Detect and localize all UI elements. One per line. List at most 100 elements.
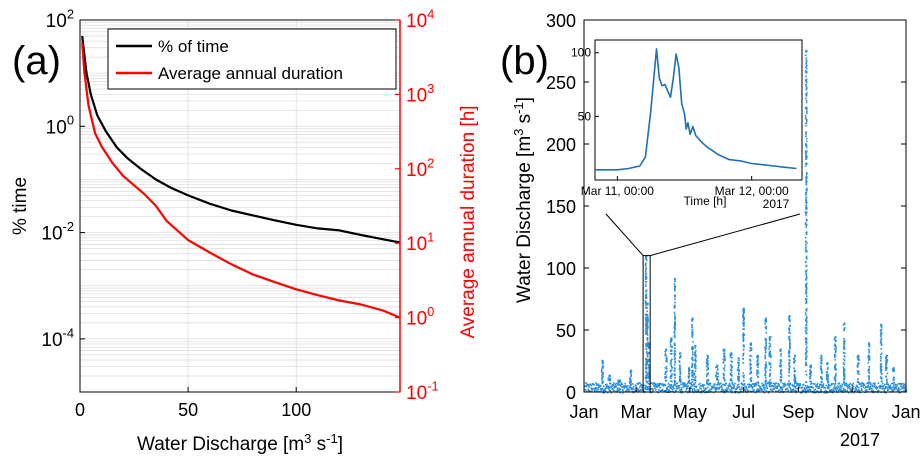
discharge-point <box>691 348 694 351</box>
discharge-point <box>893 376 895 379</box>
discharge-point <box>675 385 677 387</box>
discharge-point <box>804 261 807 263</box>
discharge-point <box>854 386 857 389</box>
discharge-point <box>674 363 676 366</box>
discharge-point <box>858 358 860 361</box>
zoom-region-box <box>642 255 651 393</box>
discharge-point <box>748 386 750 388</box>
discharge-point <box>698 383 700 386</box>
discharge-point <box>762 383 765 386</box>
discharge-point <box>891 388 893 391</box>
discharge-point <box>691 326 693 329</box>
discharge-point <box>903 387 905 390</box>
y-tick-label-left: 10-4 <box>41 325 74 351</box>
discharge-point <box>904 385 907 387</box>
discharge-point <box>806 201 808 203</box>
discharge-point <box>805 327 808 329</box>
discharge-point <box>819 357 822 360</box>
discharge-point <box>886 380 888 382</box>
discharge-point <box>645 273 648 275</box>
discharge-point <box>715 366 717 369</box>
discharge-point <box>705 365 708 368</box>
discharge-point <box>591 388 594 390</box>
discharge-point <box>742 322 744 324</box>
discharge-point <box>705 361 708 363</box>
discharge-point <box>852 382 854 385</box>
discharge-point <box>831 389 833 391</box>
discharge-point <box>805 381 808 383</box>
discharge-point <box>646 327 648 330</box>
discharge-point <box>806 187 808 190</box>
discharge-point <box>658 383 660 386</box>
discharge-point <box>805 301 807 304</box>
panel-a-x-label: Water Discharge [m3 s-1] <box>137 431 343 455</box>
discharge-point <box>816 390 818 392</box>
discharge-point <box>692 370 694 373</box>
discharge-point <box>885 360 887 362</box>
discharge-point <box>884 383 886 386</box>
discharge-point <box>750 349 753 351</box>
discharge-point <box>834 354 837 357</box>
discharge-point <box>869 382 872 384</box>
discharge-point <box>764 322 766 325</box>
discharge-point <box>819 384 821 387</box>
discharge-point <box>639 382 641 384</box>
discharge-point <box>600 369 603 372</box>
discharge-point <box>715 371 718 373</box>
discharge-point <box>901 387 903 390</box>
discharge-point <box>729 356 732 358</box>
discharge-point <box>835 388 837 390</box>
discharge-point <box>594 388 597 390</box>
discharge-point <box>681 382 684 384</box>
discharge-point <box>805 319 807 322</box>
discharge-point <box>716 388 719 390</box>
discharge-point <box>805 66 807 69</box>
discharge-point <box>632 391 635 394</box>
discharge-point <box>762 385 765 387</box>
discharge-point <box>839 389 841 391</box>
discharge-point <box>679 375 681 378</box>
discharge-point <box>831 382 833 385</box>
discharge-point <box>816 385 819 387</box>
discharge-point <box>886 387 889 389</box>
discharge-point <box>714 383 716 385</box>
discharge-point <box>730 360 733 362</box>
discharge-point <box>737 366 740 368</box>
discharge-point <box>757 362 760 365</box>
discharge-point <box>750 380 752 383</box>
discharge-point <box>804 312 807 314</box>
discharge-point <box>671 366 673 369</box>
discharge-point <box>674 368 676 370</box>
discharge-point <box>724 389 727 391</box>
discharge-point <box>868 350 870 352</box>
discharge-point <box>644 285 647 288</box>
discharge-point <box>644 277 647 280</box>
discharge-point <box>695 386 698 388</box>
discharge-point <box>764 373 767 375</box>
discharge-point <box>742 315 745 318</box>
discharge-point <box>793 358 795 361</box>
discharge-point <box>724 384 726 387</box>
discharge-point <box>857 358 859 361</box>
discharge-point <box>599 388 602 390</box>
discharge-point <box>823 386 826 389</box>
discharge-point <box>835 350 837 352</box>
discharge-point <box>664 350 666 353</box>
panel-a-label: (a) <box>12 39 61 83</box>
discharge-peak-point <box>730 352 733 355</box>
discharge-point <box>717 375 719 378</box>
discharge-peak-point <box>834 336 837 339</box>
inset-background <box>594 39 803 181</box>
discharge-point <box>723 377 725 380</box>
discharge-point <box>805 175 808 177</box>
discharge-point <box>796 387 799 390</box>
discharge-point <box>877 382 880 384</box>
discharge-point <box>789 383 792 385</box>
discharge-point <box>880 365 882 367</box>
discharge-point <box>753 389 755 391</box>
discharge-point <box>664 367 667 369</box>
discharge-point <box>713 386 715 388</box>
discharge-point <box>674 326 676 329</box>
discharge-point <box>805 59 808 62</box>
discharge-point <box>626 385 629 387</box>
